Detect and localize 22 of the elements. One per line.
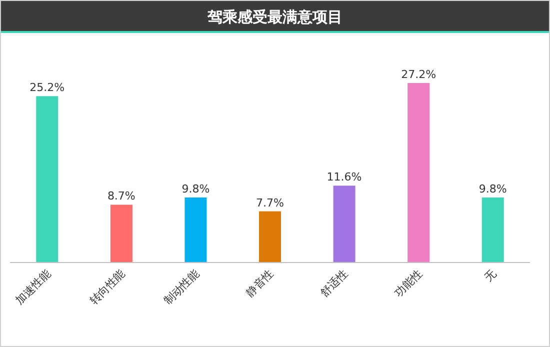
x-tick-label: 功能性 xyxy=(392,266,425,300)
data-label: 11.6% xyxy=(326,170,362,184)
bar xyxy=(184,198,207,262)
data-label: 9.8% xyxy=(478,182,507,196)
x-tick-label: 舒适性 xyxy=(318,266,350,300)
bar xyxy=(36,96,58,262)
data-label: 7.7% xyxy=(256,196,284,210)
x-tick-label: 转向性能 xyxy=(87,266,128,308)
bar xyxy=(333,186,356,262)
chart-title: 驾乘感受最满意项目 xyxy=(206,8,342,26)
data-label: 25.2% xyxy=(30,81,65,94)
bar xyxy=(408,83,430,262)
data-label: 8.7% xyxy=(107,190,136,203)
x-tick-label: 静音性 xyxy=(244,266,276,300)
data-label: 27.2% xyxy=(401,68,436,81)
x-tick-label: 无 xyxy=(482,266,499,284)
x-tick-label: 制动性能 xyxy=(162,266,202,308)
x-tick-label: 加速性能 xyxy=(12,266,54,308)
data-label: 9.8% xyxy=(182,182,210,196)
bar xyxy=(482,198,504,262)
bar xyxy=(259,211,281,262)
bar xyxy=(110,204,132,262)
